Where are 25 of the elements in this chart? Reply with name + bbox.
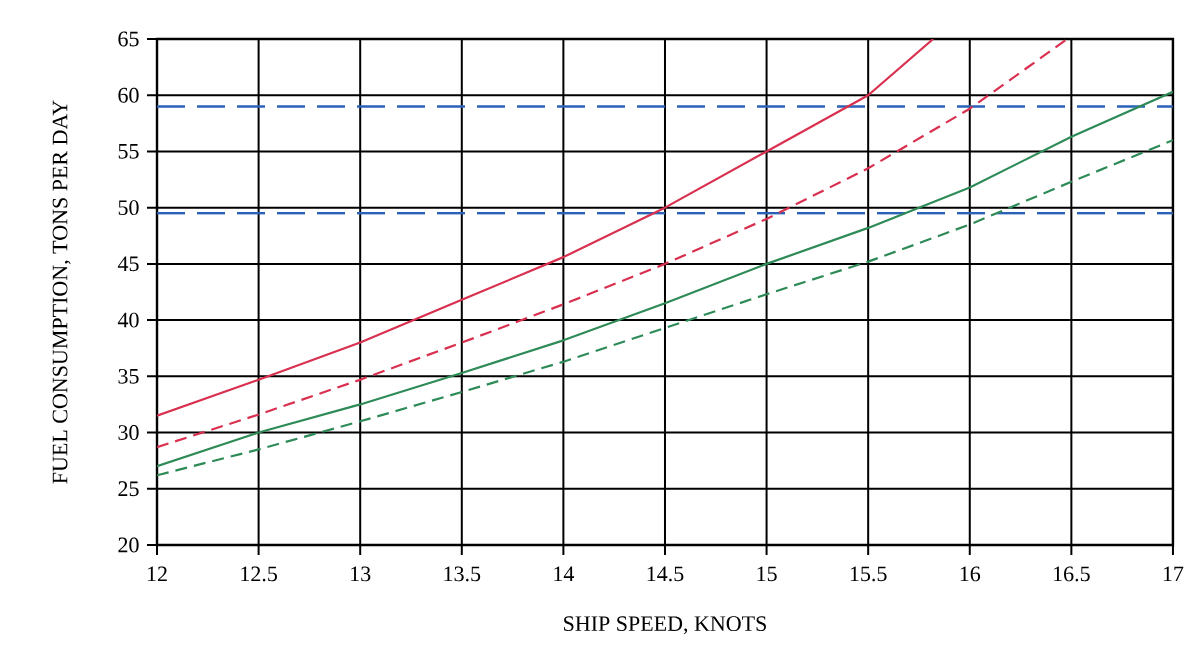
x-tick-label: 16.5: [1054, 566, 1090, 582]
y-tick-label: 50: [118, 200, 139, 216]
x-tick-label: 17: [1163, 566, 1184, 582]
y-tick-label: 45: [117, 256, 139, 272]
x-tick-label: 15.5: [850, 566, 887, 582]
y-tick-label: 30: [118, 425, 139, 440]
y-axis-title: FUEL CONSUMPTION, TONS PER DAY: [52, 100, 71, 484]
x-tick-label: 16: [960, 566, 981, 582]
y-tick-label: 65: [118, 31, 139, 47]
y-tick-label: 20: [118, 537, 139, 553]
x-tick-label: 13: [351, 566, 371, 582]
line-series: [157, 38, 935, 417]
y-tick-label: 25: [118, 481, 139, 497]
x-tick-label: 12.5: [241, 566, 277, 582]
y-tick-label: 40: [117, 312, 139, 328]
x-tick-label: 12: [147, 566, 167, 582]
x-tick-label: 14.5: [647, 566, 684, 582]
y-tick-label: 60: [118, 87, 139, 103]
x-tick-label: 14: [554, 566, 575, 582]
y-tick-label: 35: [118, 368, 139, 384]
x-tick-label: 13.5: [444, 566, 481, 582]
line-series: [157, 38, 1069, 449]
x-axis-title: SHIP SPEED, KNOTS: [564, 616, 766, 635]
y-tick-label: 55: [118, 144, 139, 159]
x-tick-label: 15: [757, 566, 777, 582]
